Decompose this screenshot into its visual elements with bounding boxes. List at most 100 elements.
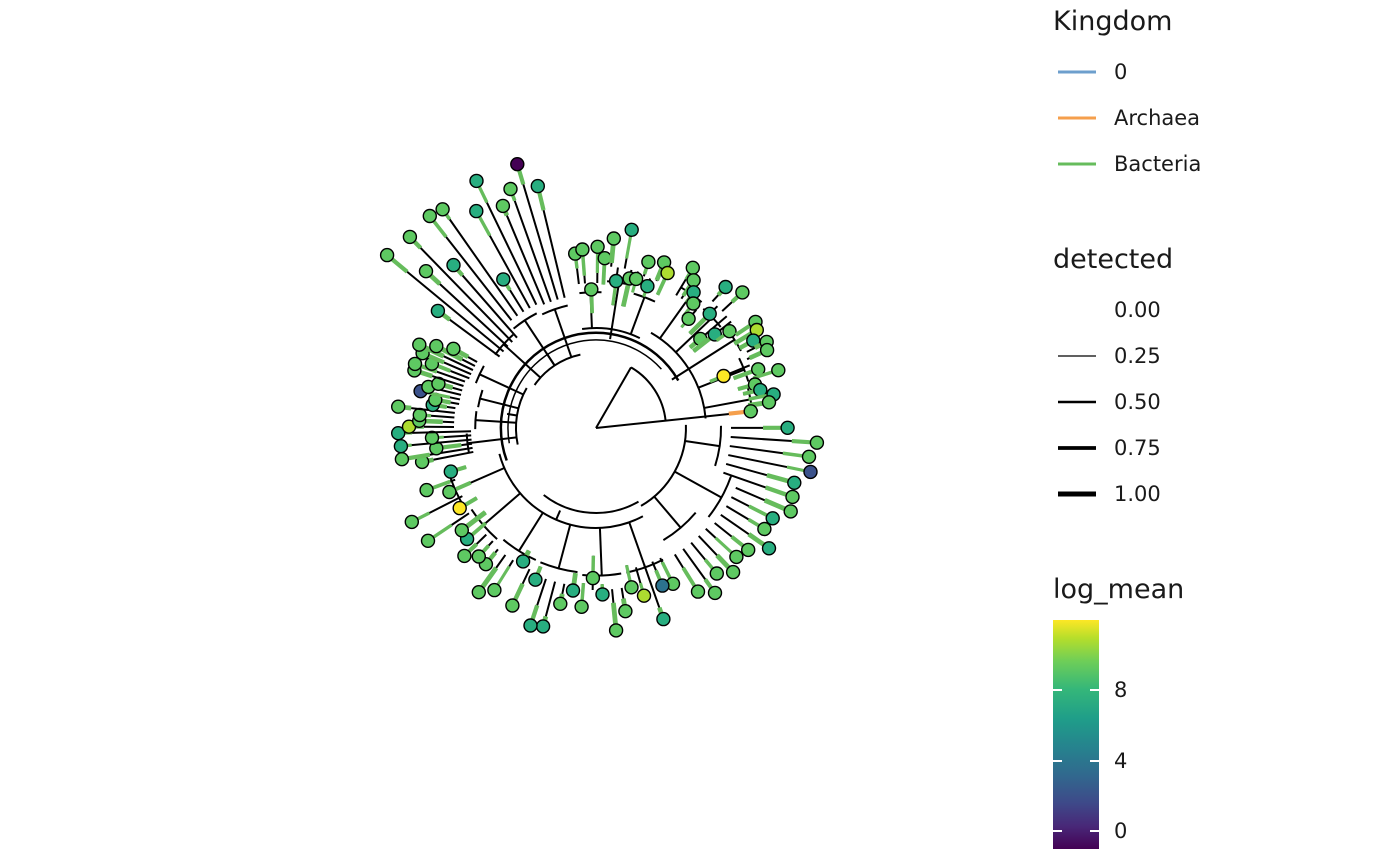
subclade-arc-4-2 xyxy=(633,292,656,303)
tip-point-40 xyxy=(420,533,436,548)
legend-detected-title: detected xyxy=(1053,244,1174,275)
tip-point-13 xyxy=(709,566,724,581)
clade-arc-5 xyxy=(650,331,707,419)
branch-92 xyxy=(642,273,646,277)
branch-4 xyxy=(725,462,768,477)
subclade-arc-1-3 xyxy=(502,538,537,561)
branch-8 xyxy=(725,505,750,521)
tip-point-29 xyxy=(523,618,538,633)
subclade-stem-3-2 xyxy=(553,308,573,358)
branch-101 xyxy=(711,294,720,303)
legend-kingdom-key-2 xyxy=(1058,162,1096,166)
legend-detected-label-4: 1.00 xyxy=(1114,482,1161,506)
tip-point-28 xyxy=(535,619,551,634)
tip-point-86 xyxy=(597,251,612,266)
subclade-stem-2-0 xyxy=(467,436,517,445)
tip-point-6 xyxy=(783,504,798,519)
legend-kingdom-item-0: 0 xyxy=(1053,49,1172,95)
subclade-stem-3-1 xyxy=(523,319,556,367)
branch-67 xyxy=(467,356,478,363)
branch-103 xyxy=(721,301,733,312)
root-spoke-a xyxy=(595,366,632,429)
tip-point-118 xyxy=(761,395,777,410)
subclade-arc-0-0 xyxy=(714,425,723,467)
colorbar-tick-2-l xyxy=(1053,830,1062,833)
branch-60 xyxy=(452,386,463,392)
tip-point-45 xyxy=(443,464,458,479)
subclade-stem-2-3 xyxy=(479,373,524,396)
legend-kingdom-label-2: Bacteria xyxy=(1114,152,1202,176)
tip-point-74 xyxy=(435,202,450,217)
branch-19 xyxy=(634,567,642,584)
clade-stem-4 xyxy=(609,329,613,340)
tip-point-55 xyxy=(391,399,406,414)
legend-detected-key-3 xyxy=(1058,446,1096,450)
tip-point-67 xyxy=(446,341,461,356)
legend-detected-item-4: 1.00 xyxy=(1053,471,1173,517)
branch-14 xyxy=(682,548,707,580)
clade-stem-1 xyxy=(555,510,562,521)
legend-kingdom-title: Kingdom xyxy=(1053,6,1173,37)
branch-57 xyxy=(450,401,460,405)
tip-point-12 xyxy=(725,564,741,580)
tip-point-73 xyxy=(422,208,437,224)
subclade-arc-0-2 xyxy=(662,511,697,541)
root-arc xyxy=(499,331,680,461)
branch-3 xyxy=(728,454,788,469)
branch-13 xyxy=(690,542,706,561)
subclade-arc-3-1 xyxy=(512,312,538,330)
tip-point-21 xyxy=(618,604,633,619)
subclade-arc-1-1 xyxy=(582,572,622,577)
subclade-stem-5-4 xyxy=(703,398,751,409)
subclade-arc-5-3 xyxy=(738,357,750,382)
log-mean-colorbar xyxy=(1053,620,1099,849)
tip-point-31 xyxy=(505,598,520,613)
colorbar-label-1: 4 xyxy=(1114,748,1128,773)
tip-point-0 xyxy=(780,420,795,435)
tip-point-9 xyxy=(761,541,777,556)
branch-34 xyxy=(495,554,507,569)
branch-72 xyxy=(461,274,518,339)
tip-point-106 xyxy=(722,324,737,339)
branch-56 xyxy=(446,405,456,410)
tip-point-24 xyxy=(585,570,601,586)
legend-detected-key-4 xyxy=(1058,491,1096,497)
legend-detected-item-2: 0.50 xyxy=(1053,379,1173,425)
root-arc-inner xyxy=(507,339,662,444)
tip-point-47 xyxy=(394,452,410,467)
clade-arc-2 xyxy=(514,387,528,445)
tip-point-36 xyxy=(471,549,486,564)
tip-point-26 xyxy=(565,583,581,598)
colorbar-tick-2-r xyxy=(1090,830,1099,833)
subclade-stem-2-1 xyxy=(475,419,517,424)
tip-point-88 xyxy=(608,273,624,289)
legend-detected-key-0 xyxy=(1057,287,1097,333)
tip-point-95 xyxy=(660,265,675,281)
tip-point-3 xyxy=(803,464,818,480)
legend-kingdom-label-0: 0 xyxy=(1114,60,1128,84)
subclade-stem-1-2 xyxy=(557,524,572,569)
tip-point-49 xyxy=(393,439,409,454)
legend-kingdom: Kingdom 0 Archaea Bacteria xyxy=(1053,6,1201,187)
branch-49 xyxy=(411,438,472,447)
branch-65 xyxy=(443,355,474,371)
branch-71 xyxy=(419,247,513,343)
subclade-stem-3-0 xyxy=(502,343,542,379)
tip-point-68 xyxy=(430,303,446,319)
branch-27 xyxy=(561,583,566,595)
tip-point-66 xyxy=(429,338,444,354)
branch-42 xyxy=(428,495,463,514)
legend-detected-key-1 xyxy=(1058,355,1096,357)
tip-point-7 xyxy=(765,511,780,526)
branch-89 xyxy=(623,258,628,269)
clade-stem-5 xyxy=(671,368,690,381)
tip-point-100 xyxy=(681,311,696,326)
tip-point-51 xyxy=(391,426,406,441)
tip-point-18 xyxy=(656,611,671,627)
legend-log-mean: log_mean 8 4 0 xyxy=(1053,576,1184,849)
tip-point-4 xyxy=(787,475,802,490)
tip-point-91 xyxy=(628,271,644,287)
tip-point-10 xyxy=(741,542,756,558)
branch-79 xyxy=(513,200,552,303)
